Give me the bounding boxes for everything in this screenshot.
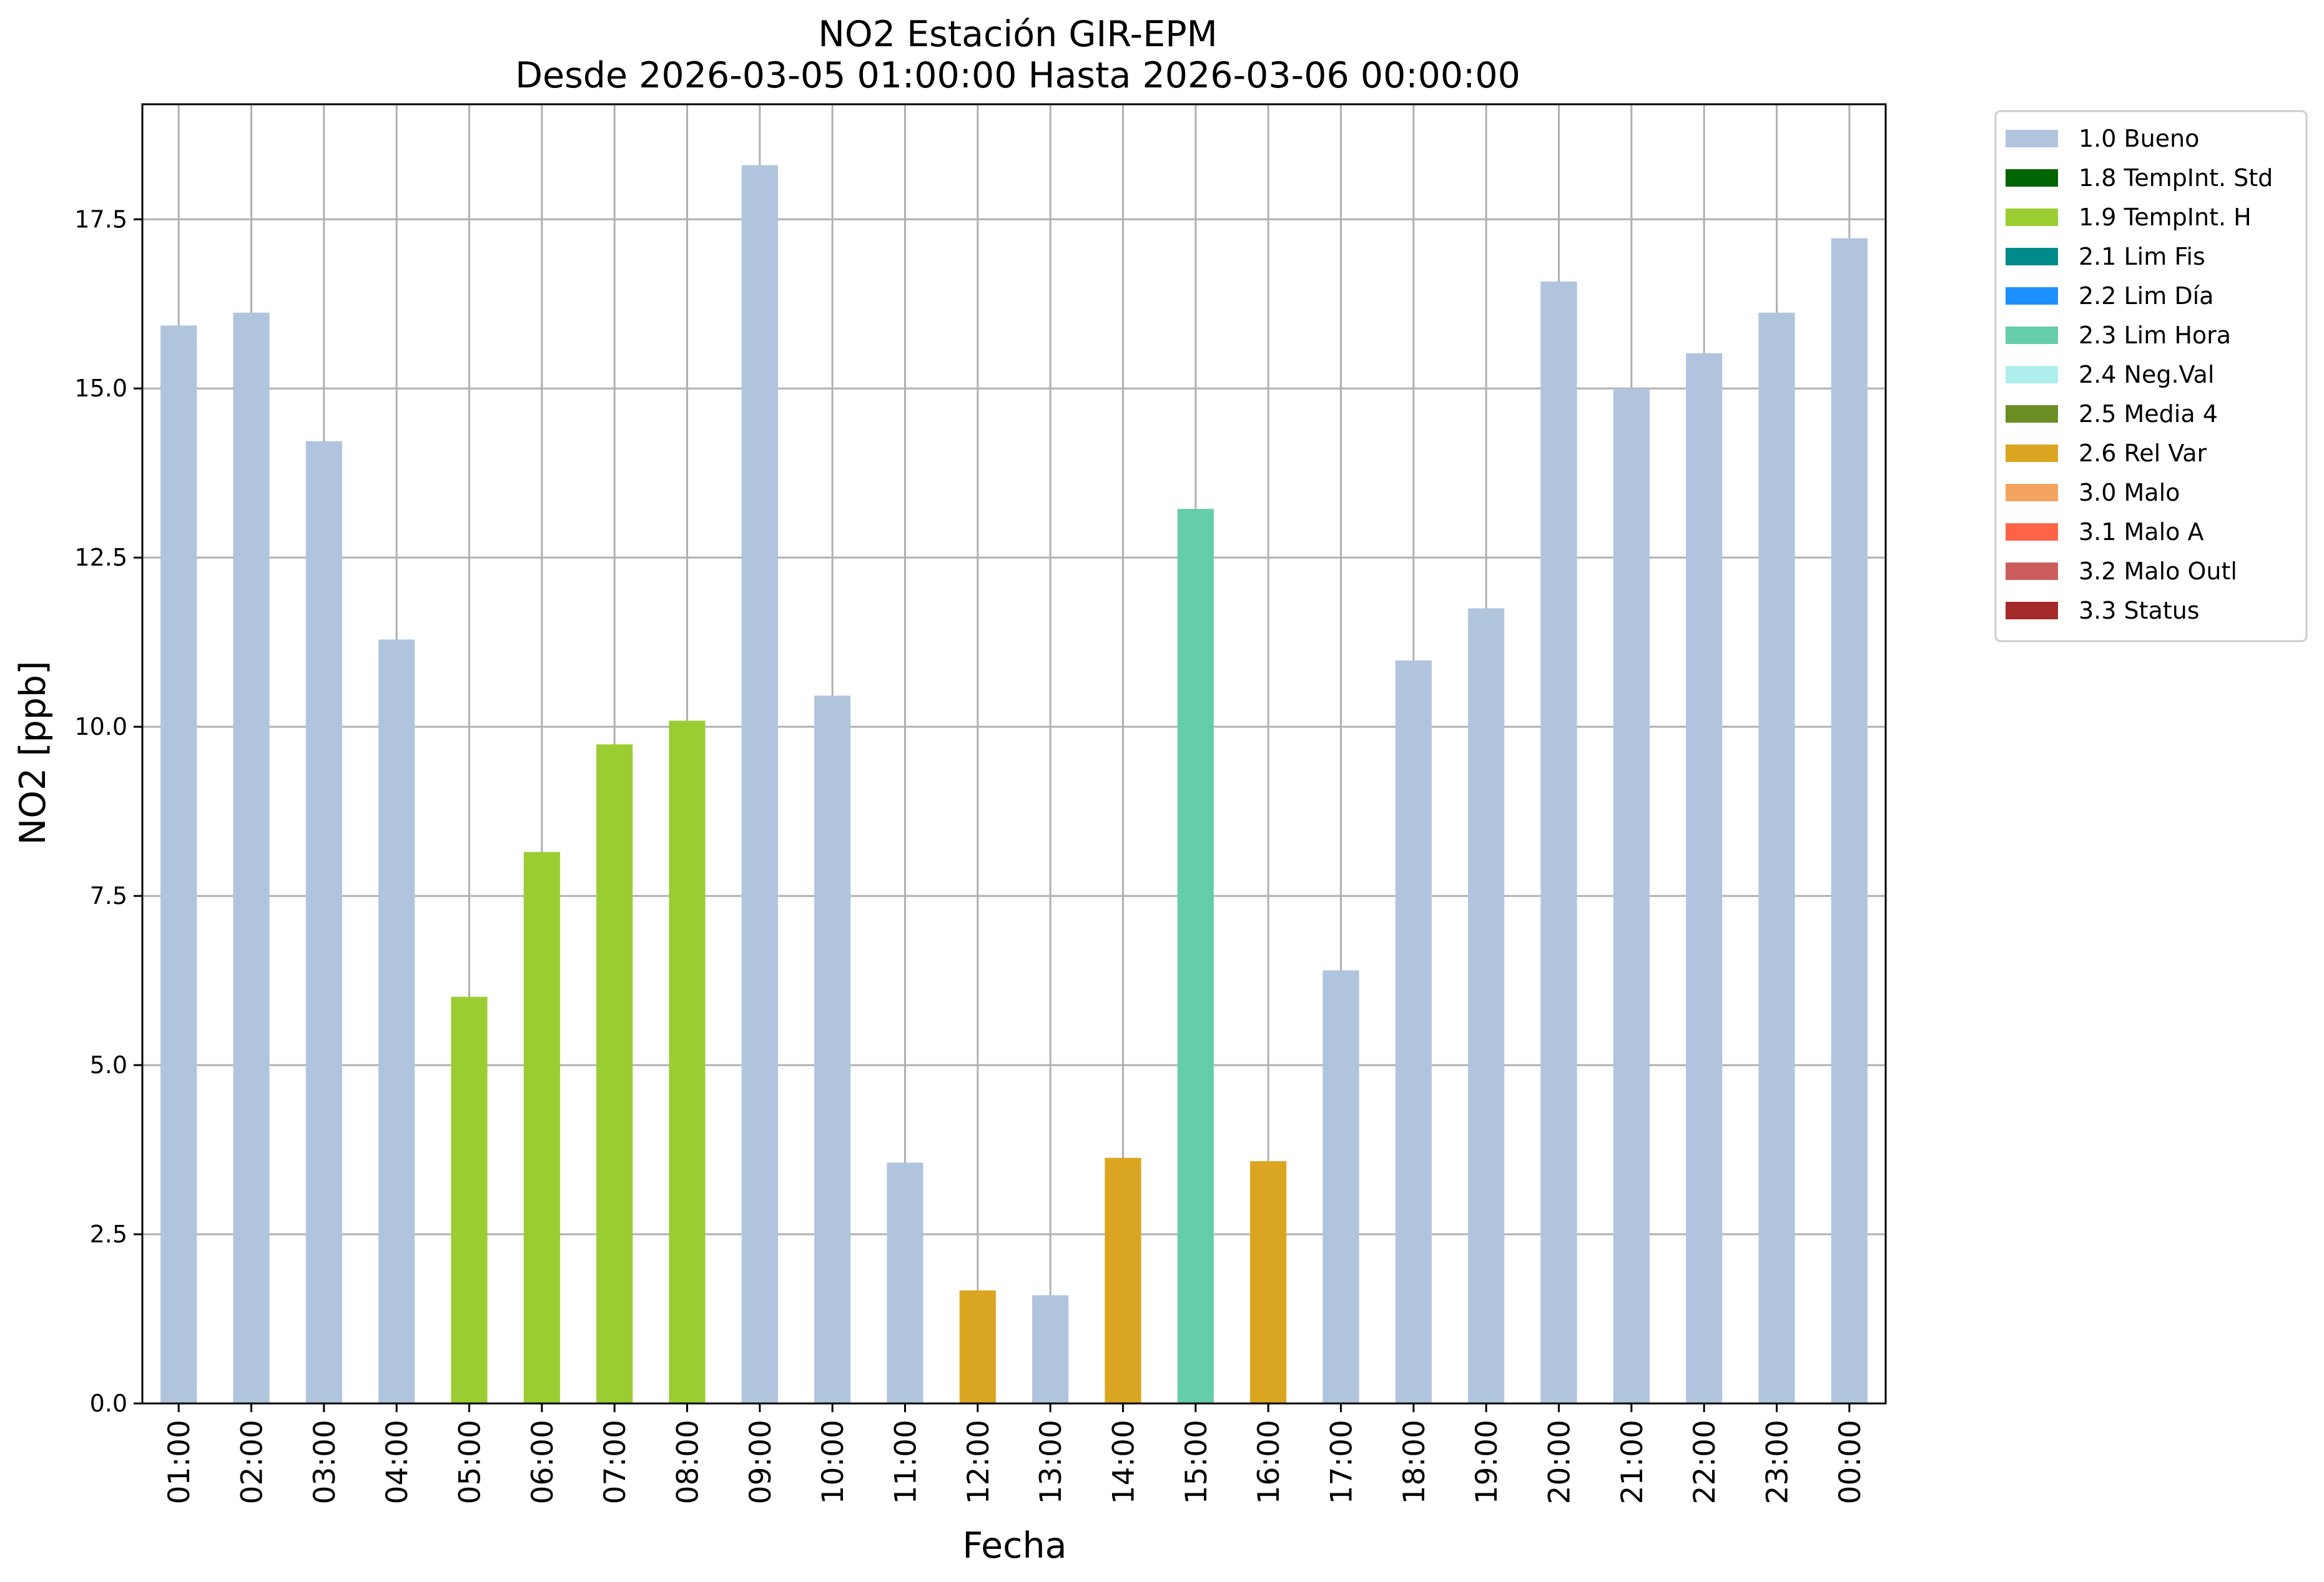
legend-swatch — [2006, 248, 2058, 265]
legend-swatch — [2006, 366, 2058, 383]
y-tick-label: 7.5 — [90, 882, 127, 910]
legend-swatch — [2006, 287, 2058, 305]
legend-label: 2.3 Lim Hora — [2079, 322, 2231, 349]
legend-label: 1.8 TempInt. Std — [2079, 164, 2273, 192]
x-axis-ticks: 01:00 02:00 03:00 04:00 05:00 06:00 07:00 08:00… — [162, 1403, 1868, 1504]
bar-0700 — [596, 744, 633, 1403]
legend-label: 3.1 Malo A — [2079, 518, 2203, 546]
x-tick-label: 13:00 — [1034, 1420, 1068, 1504]
bar-1500 — [1177, 509, 1214, 1403]
bar-0100 — [160, 325, 197, 1403]
bar-0800 — [669, 720, 706, 1403]
x-tick-label: 23:00 — [1761, 1420, 1795, 1504]
legend-label: 1.9 TempInt. H — [2079, 204, 2252, 231]
x-tick-label: 01:00 — [162, 1420, 197, 1504]
legend-label: 2.2 Lim Día — [2079, 282, 2213, 310]
bar-1000 — [814, 695, 851, 1403]
legend-swatch — [2006, 209, 2058, 226]
legend-label: 2.6 Rel Var — [2079, 440, 2207, 467]
legend-swatch — [2006, 602, 2058, 619]
legend-swatch — [2006, 523, 2058, 541]
x-tick-label: 16:00 — [1252, 1420, 1286, 1504]
y-tick-label: 5.0 — [90, 1051, 127, 1079]
bar-0600 — [523, 852, 560, 1403]
legend-swatch — [2006, 563, 2058, 580]
x-tick-label: 05:00 — [453, 1420, 488, 1504]
bar-2000 — [1540, 281, 1577, 1404]
x-tick-label: 03:00 — [308, 1420, 342, 1504]
x-tick-label: 19:00 — [1470, 1420, 1504, 1504]
x-tick-label: 10:00 — [816, 1420, 850, 1504]
legend-swatch — [2006, 445, 2058, 462]
x-tick-label: 09:00 — [744, 1420, 778, 1504]
bar-1800 — [1395, 660, 1432, 1403]
chart-title: NO2 Estación GIR-EPM — [818, 14, 1218, 55]
legend-label: 2.5 Media 4 — [2079, 400, 2218, 428]
legend-swatch — [2006, 484, 2058, 501]
bar-2100 — [1613, 388, 1650, 1403]
y-tick-label: 15.0 — [74, 375, 127, 402]
legend-label: 1.0 Bueno — [2079, 125, 2199, 152]
bar-1100 — [887, 1162, 923, 1403]
y-axis-ticks: 0.0 2.5 5.0 7.5 10.0 12.5 15.0 17.5 — [74, 205, 142, 1417]
bar-0000 — [1831, 238, 1868, 1403]
bar-0900 — [741, 165, 778, 1403]
legend-label: 2.4 Neg.Val — [2079, 361, 2214, 388]
x-tick-label: 21:00 — [1615, 1420, 1650, 1504]
bar-1300 — [1032, 1295, 1069, 1403]
bar-1600 — [1250, 1161, 1287, 1403]
legend-label: 3.2 Malo Outl — [2079, 558, 2237, 585]
x-tick-label: 14:00 — [1107, 1420, 1141, 1504]
x-tick-label: 15:00 — [1179, 1420, 1214, 1504]
x-tick-label: 08:00 — [671, 1420, 706, 1504]
plot-frame — [141, 103, 1887, 1405]
x-tick-label: 07:00 — [598, 1420, 633, 1504]
y-tick-label: 2.5 — [90, 1221, 127, 1248]
chart-subtitle: Desde 2026-03-05 01:00:00 Hasta 2026-03-… — [515, 55, 1520, 96]
x-tick-label: 18:00 — [1397, 1420, 1432, 1504]
bars — [160, 165, 1868, 1404]
bar-1900 — [1468, 608, 1505, 1403]
bar-1200 — [959, 1290, 996, 1403]
x-tick-label: 00:00 — [1833, 1420, 1868, 1504]
bar-2200 — [1686, 353, 1723, 1403]
bar-0300 — [305, 441, 342, 1403]
bar-0400 — [378, 639, 415, 1403]
bar-1700 — [1322, 970, 1359, 1403]
bar-2300 — [1758, 312, 1795, 1403]
x-tick-label: 02:00 — [235, 1420, 270, 1504]
y-tick-label: 17.5 — [74, 205, 127, 233]
legend-swatch — [2006, 327, 2058, 344]
legend-swatch — [2006, 169, 2058, 187]
legend: 1.0 Bueno 1.8 TempInt. Std 1.9 TempInt. H 2… — [1994, 110, 2308, 642]
x-tick-label: 12:00 — [962, 1420, 996, 1504]
x-tick-label: 20:00 — [1543, 1420, 1577, 1504]
legend-swatch — [2006, 130, 2058, 147]
y-tick-label: 10.0 — [74, 713, 127, 740]
y-tick-label: 12.5 — [74, 544, 127, 571]
legend-label: 3.3 Status — [2079, 597, 2200, 624]
x-tick-label: 17:00 — [1325, 1420, 1359, 1504]
x-axis-label: Fecha — [962, 1525, 1066, 1566]
bar-0500 — [451, 996, 488, 1403]
legend-label: 2.1 Lim Fis — [2079, 243, 2205, 270]
x-tick-label: 06:00 — [526, 1420, 560, 1504]
legend-frame — [1994, 110, 2308, 642]
bar-0200 — [233, 312, 270, 1403]
legend-swatch — [2006, 405, 2058, 423]
legend-label: 3.0 Malo — [2079, 479, 2180, 506]
x-tick-label: 04:00 — [380, 1420, 415, 1504]
y-tick-label: 0.0 — [90, 1390, 127, 1417]
x-tick-label: 22:00 — [1688, 1420, 1722, 1504]
x-tick-label: 11:00 — [889, 1420, 923, 1504]
bar-1400 — [1105, 1157, 1141, 1403]
y-axis-label: NO2 [ppb] — [12, 661, 54, 845]
